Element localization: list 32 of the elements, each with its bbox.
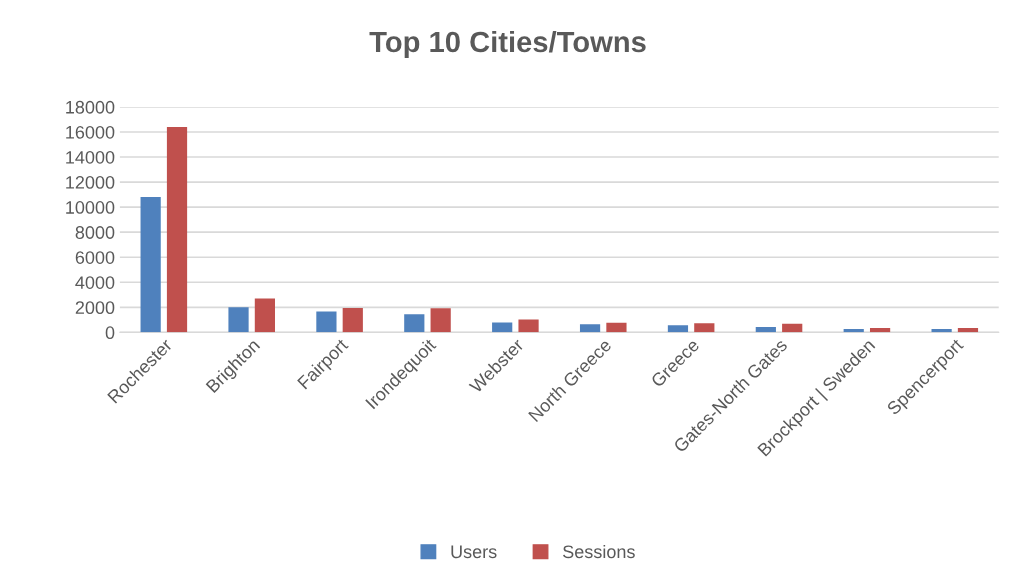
legend-label: Sessions bbox=[563, 544, 635, 559]
y-tick-label: 16000 bbox=[66, 125, 115, 139]
bar bbox=[694, 323, 715, 333]
bar bbox=[140, 197, 161, 333]
y-tick-label: 4000 bbox=[75, 276, 115, 289]
legend-label: Users bbox=[451, 545, 497, 559]
bar bbox=[755, 326, 776, 333]
bar bbox=[667, 325, 689, 333]
bar bbox=[430, 308, 451, 333]
bar bbox=[404, 314, 425, 333]
bar bbox=[606, 322, 627, 333]
y-tick-label: 2000 bbox=[75, 301, 115, 315]
y-tick-label: 6000 bbox=[75, 251, 115, 264]
y-tick-label: 0 bbox=[105, 326, 115, 340]
chart-title: Top 10 Cities/Towns bbox=[369, 30, 646, 59]
bar bbox=[518, 319, 539, 333]
bar bbox=[957, 327, 979, 333]
y-tick-label: 12000 bbox=[66, 176, 115, 189]
y-tick-label: 18000 bbox=[66, 100, 115, 114]
bar bbox=[869, 327, 891, 333]
bar bbox=[492, 322, 513, 333]
bar bbox=[166, 126, 188, 333]
bar bbox=[254, 298, 275, 333]
bar bbox=[342, 307, 363, 333]
y-tick-label: 8000 bbox=[75, 226, 115, 239]
bar bbox=[228, 307, 249, 333]
bar bbox=[782, 323, 803, 333]
y-tick-label: 10000 bbox=[66, 201, 115, 214]
bar bbox=[931, 328, 952, 333]
bar bbox=[579, 324, 601, 333]
y-tick-label: 14000 bbox=[66, 150, 115, 164]
bar bbox=[316, 311, 337, 333]
